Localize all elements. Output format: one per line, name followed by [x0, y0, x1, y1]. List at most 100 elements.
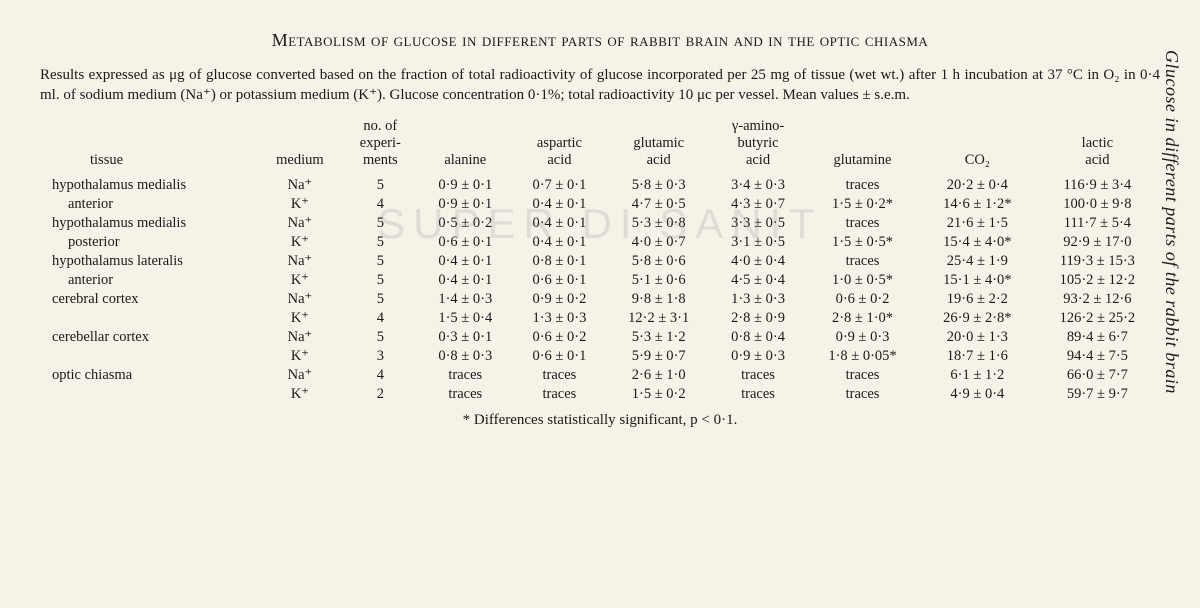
- cell-value: K⁺: [257, 385, 342, 404]
- cell-value: 93·2 ± 12·6: [1035, 290, 1160, 309]
- cell-value: 0·9 ± 0·1: [418, 195, 512, 214]
- cell-value: 0·9 ± 0·3: [711, 347, 805, 366]
- table-row: anteriorK⁺40·9 ± 0·10·4 ± 0·14·7 ± 0·54·…: [40, 195, 1160, 214]
- table-row: hypothalamus medialisNa⁺50·5 ± 0·20·4 ± …: [40, 214, 1160, 233]
- col-glutamic: glutamic acid: [606, 116, 710, 176]
- cell-value: K⁺: [257, 271, 342, 290]
- cell-value: 2·8 ± 0·9: [711, 309, 805, 328]
- cell-value: 19·6 ± 2·2: [920, 290, 1035, 309]
- cell-value: 0·7 ± 0·1: [512, 176, 606, 195]
- cell-value: 20·0 ± 1·3: [920, 328, 1035, 347]
- side-running-title: Glucose in different parts of the rabbit…: [1161, 50, 1182, 394]
- cell-value: Na⁺: [257, 290, 342, 309]
- col-lactic: lactic acid: [1035, 116, 1160, 176]
- cell-tissue: optic chiasma: [40, 366, 257, 385]
- cell-value: 0·9 ± 0·3: [805, 328, 920, 347]
- cell-tissue: hypothalamus medialis: [40, 176, 257, 195]
- table-row: posteriorK⁺50·6 ± 0·10·4 ± 0·14·0 ± 0·73…: [40, 233, 1160, 252]
- cell-value: 18·7 ± 1·6: [920, 347, 1035, 366]
- cell-value: traces: [711, 385, 805, 404]
- cell-value: 5: [342, 271, 418, 290]
- table-body: hypothalamus medialisNa⁺50·9 ± 0·10·7 ± …: [40, 176, 1160, 404]
- cell-value: Na⁺: [257, 252, 342, 271]
- cell-value: 92·9 ± 17·0: [1035, 233, 1160, 252]
- cell-value: 14·6 ± 1·2*: [920, 195, 1035, 214]
- cell-tissue: cerebral cortex: [40, 290, 257, 309]
- cell-value: K⁺: [257, 347, 342, 366]
- cell-value: 116·9 ± 3·4: [1035, 176, 1160, 195]
- cell-value: 12·2 ± 3·1: [606, 309, 710, 328]
- cell-value: 89·4 ± 6·7: [1035, 328, 1160, 347]
- cell-value: 1·4 ± 0·3: [418, 290, 512, 309]
- col-aspartic: aspartic acid: [512, 116, 606, 176]
- cell-value: 15·4 ± 4·0*: [920, 233, 1035, 252]
- cell-value: traces: [512, 366, 606, 385]
- cell-value: 0·5 ± 0·2: [418, 214, 512, 233]
- cell-value: 20·2 ± 0·4: [920, 176, 1035, 195]
- cell-value: 4·9 ± 0·4: [920, 385, 1035, 404]
- cell-value: 25·4 ± 1·9: [920, 252, 1035, 271]
- cell-value: 5·9 ± 0·7: [606, 347, 710, 366]
- cell-value: 0·6 ± 0·2: [805, 290, 920, 309]
- cell-value: 4·0 ± 0·4: [711, 252, 805, 271]
- cell-value: 0·4 ± 0·1: [512, 195, 606, 214]
- col-medium: medium: [257, 116, 342, 176]
- table-row: hypothalamus medialisNa⁺50·9 ± 0·10·7 ± …: [40, 176, 1160, 195]
- cell-value: 0·3 ± 0·1: [418, 328, 512, 347]
- cell-value: traces: [418, 366, 512, 385]
- cell-tissue: cerebellar cortex: [40, 328, 257, 347]
- page: Glucose in different parts of the rabbit…: [0, 0, 1200, 449]
- cell-value: 2·8 ± 1·0*: [805, 309, 920, 328]
- cell-value: 4: [342, 366, 418, 385]
- table-caption: Results expressed as μg of glucose conve…: [40, 65, 1160, 106]
- cell-value: 4·7 ± 0·5: [606, 195, 710, 214]
- cell-tissue: hypothalamus lateralis: [40, 252, 257, 271]
- cell-value: 0·9 ± 0·1: [418, 176, 512, 195]
- cell-tissue: anterior: [40, 195, 257, 214]
- cell-value: 3·4 ± 0·3: [711, 176, 805, 195]
- cell-tissue: posterior: [40, 233, 257, 252]
- cell-value: 5: [342, 176, 418, 195]
- cell-value: 0·6 ± 0·2: [512, 328, 606, 347]
- col-gaba: γ-amino- butyric acid: [711, 116, 805, 176]
- cell-tissue: [40, 347, 257, 366]
- cell-value: 0·8 ± 0·3: [418, 347, 512, 366]
- cell-value: traces: [512, 385, 606, 404]
- cell-value: 26·9 ± 2·8*: [920, 309, 1035, 328]
- table-row: K⁺2tracestraces1·5 ± 0·2tracestraces4·9 …: [40, 385, 1160, 404]
- cell-tissue: [40, 385, 257, 404]
- cell-value: 1·3 ± 0·3: [711, 290, 805, 309]
- cell-value: 4·5 ± 0·4: [711, 271, 805, 290]
- cell-value: 1·5 ± 0·2*: [805, 195, 920, 214]
- cell-value: Na⁺: [257, 214, 342, 233]
- cell-value: traces: [711, 366, 805, 385]
- cell-value: traces: [805, 385, 920, 404]
- cell-value: 0·9 ± 0·2: [512, 290, 606, 309]
- cell-value: traces: [805, 214, 920, 233]
- cell-value: 100·0 ± 9·8: [1035, 195, 1160, 214]
- cell-value: 126·2 ± 25·2: [1035, 309, 1160, 328]
- cell-value: 94·4 ± 7·5: [1035, 347, 1160, 366]
- cell-value: Na⁺: [257, 366, 342, 385]
- data-table: tissue medium no. of experi- ments alani…: [40, 116, 1160, 404]
- cell-value: 66·0 ± 7·7: [1035, 366, 1160, 385]
- cell-value: Na⁺: [257, 328, 342, 347]
- col-co2: CO₂: [920, 116, 1035, 176]
- cell-value: 1·0 ± 0·5*: [805, 271, 920, 290]
- cell-value: 5: [342, 328, 418, 347]
- cell-value: 5·8 ± 0·3: [606, 176, 710, 195]
- table-row: cerebellar cortexNa⁺50·3 ± 0·10·6 ± 0·25…: [40, 328, 1160, 347]
- cell-value: 4·0 ± 0·7: [606, 233, 710, 252]
- cell-value: 1·8 ± 0·05*: [805, 347, 920, 366]
- cell-value: 5·3 ± 0·8: [606, 214, 710, 233]
- cell-value: 2·6 ± 1·0: [606, 366, 710, 385]
- cell-value: 0·4 ± 0·1: [418, 271, 512, 290]
- cell-value: 0·4 ± 0·1: [512, 214, 606, 233]
- cell-tissue: [40, 309, 257, 328]
- cell-tissue: anterior: [40, 271, 257, 290]
- cell-value: 0·6 ± 0·1: [512, 271, 606, 290]
- col-alanine: alanine: [418, 116, 512, 176]
- cell-value: K⁺: [257, 233, 342, 252]
- cell-value: 0·6 ± 0·1: [512, 347, 606, 366]
- table-header-row: tissue medium no. of experi- ments alani…: [40, 116, 1160, 176]
